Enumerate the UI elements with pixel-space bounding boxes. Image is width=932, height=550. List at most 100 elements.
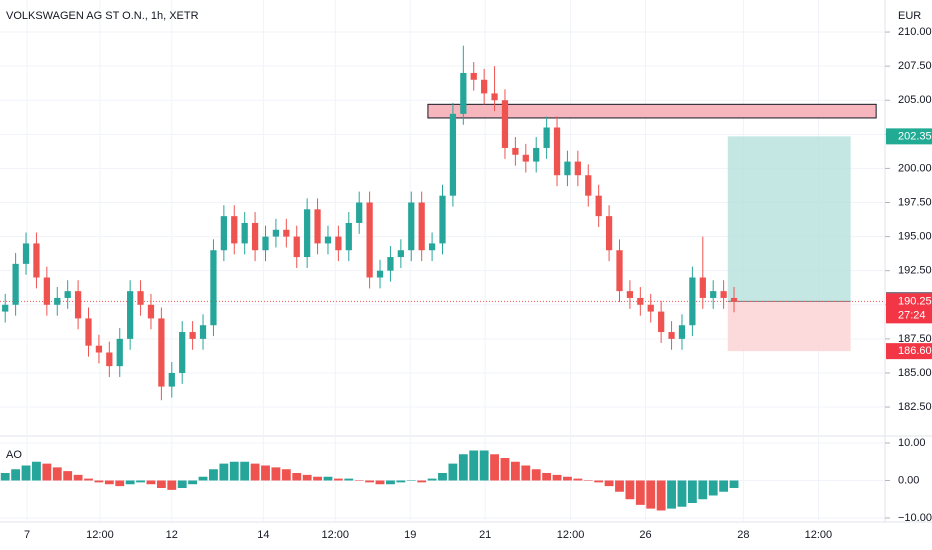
ao-bar bbox=[719, 480, 729, 492]
x-tick-label: 7 bbox=[24, 529, 30, 541]
x-tick-label: 19 bbox=[404, 529, 416, 541]
candle-body bbox=[491, 93, 498, 101]
candle-body bbox=[637, 297, 644, 305]
candle-body bbox=[605, 216, 613, 251]
ao-bar bbox=[323, 476, 333, 481]
candle-body bbox=[449, 113, 457, 196]
ao-bar bbox=[11, 469, 21, 481]
candle-body bbox=[33, 243, 40, 278]
ao-bar bbox=[313, 476, 322, 481]
price-marker bbox=[886, 343, 932, 360]
candle-body bbox=[127, 291, 134, 339]
candle-body bbox=[616, 250, 623, 292]
candle-body bbox=[595, 195, 602, 217]
ao-bar bbox=[84, 478, 93, 481]
candle-body bbox=[210, 250, 217, 326]
candle-body bbox=[366, 202, 373, 278]
x-tick-label: 12:00 bbox=[321, 529, 349, 541]
labels: 7 12:00 12 14 12:00 19 21 12:00 26 28 12:00 202.35 1… bbox=[24, 128, 932, 541]
ao-bar bbox=[531, 469, 541, 481]
ao-bar bbox=[42, 463, 52, 481]
ao-bar bbox=[21, 465, 31, 481]
candle-body bbox=[668, 332, 675, 339]
last-price-marker bbox=[886, 293, 932, 324]
ao-bar bbox=[115, 480, 125, 487]
indicator-title: AO bbox=[6, 449, 22, 461]
candle-body bbox=[95, 345, 103, 353]
candle-body bbox=[710, 291, 717, 298]
candle-body bbox=[2, 304, 9, 312]
candle-body bbox=[512, 147, 519, 155]
ao-bar bbox=[240, 461, 250, 481]
ao-bar bbox=[73, 474, 83, 481]
x-tick-label: 12:00 bbox=[86, 529, 114, 541]
candle-body bbox=[428, 243, 436, 251]
y-tick-label: 205.00 bbox=[898, 94, 932, 106]
candle-body bbox=[387, 257, 394, 271]
y-tick-label: 0.00 bbox=[898, 474, 919, 486]
ao-bar bbox=[104, 480, 114, 485]
candle-body bbox=[106, 352, 113, 367]
x-tick-label: 26 bbox=[639, 529, 651, 541]
ao-bar bbox=[167, 480, 177, 490]
candle-body bbox=[199, 325, 207, 339]
candle-body bbox=[220, 216, 227, 251]
ao-bar bbox=[583, 480, 593, 481]
candle-body bbox=[626, 291, 634, 298]
candle-body bbox=[54, 297, 61, 305]
chart-title: VOLKSWAGEN AG ST O.N., 1h, XETR bbox=[6, 10, 199, 22]
candle-body bbox=[64, 291, 71, 298]
candle-body bbox=[470, 72, 477, 80]
x-tick-label: 12:00 bbox=[557, 529, 585, 541]
y-tick-label: −10.00 bbox=[898, 512, 932, 524]
candle-body bbox=[647, 304, 654, 312]
candle-body bbox=[283, 229, 290, 237]
y-tick-label: 185.00 bbox=[898, 367, 932, 379]
candle-body bbox=[22, 243, 30, 264]
ao-bar bbox=[500, 457, 510, 481]
candle-body bbox=[43, 277, 50, 305]
ao-bar bbox=[646, 480, 656, 509]
candle-body bbox=[335, 236, 342, 251]
candle-body bbox=[699, 277, 706, 298]
ao-bar bbox=[417, 480, 427, 483]
candle-body bbox=[241, 222, 248, 244]
ao-bar bbox=[427, 478, 437, 481]
y-tick-label: 192.50 bbox=[898, 265, 932, 277]
y-tick-label: 195.00 bbox=[898, 230, 932, 242]
ao-bar bbox=[354, 480, 364, 481]
candle-body bbox=[85, 318, 92, 346]
candle-body bbox=[345, 222, 352, 251]
candle-body bbox=[543, 127, 550, 148]
ao-bar bbox=[677, 480, 687, 507]
ao-bar bbox=[667, 480, 676, 509]
candle-body bbox=[137, 291, 144, 305]
candle-body bbox=[553, 127, 561, 176]
ao-bar bbox=[542, 472, 552, 481]
ao-bar bbox=[687, 480, 697, 503]
candle-body bbox=[324, 236, 332, 244]
ao-bar bbox=[188, 480, 198, 485]
ao-bar bbox=[458, 454, 468, 481]
ao-bar bbox=[292, 472, 302, 481]
candle-body bbox=[231, 216, 238, 244]
candle-body bbox=[408, 202, 415, 251]
ao-bar bbox=[698, 480, 708, 500]
ao-bar bbox=[209, 469, 218, 481]
candle-body bbox=[689, 277, 696, 326]
ao-bar bbox=[594, 480, 604, 483]
candle-body bbox=[158, 318, 165, 387]
candle-body bbox=[418, 202, 425, 251]
candle-body bbox=[658, 311, 665, 333]
ao-bar bbox=[563, 476, 572, 481]
candle-body bbox=[460, 72, 467, 114]
ao-bar bbox=[729, 480, 739, 488]
price-marker-label: 202.35 bbox=[898, 130, 932, 142]
x-tick-label: 21 bbox=[479, 529, 491, 541]
ao-bar bbox=[490, 454, 499, 481]
x-tick-label: 12 bbox=[166, 529, 178, 541]
ao-bar bbox=[438, 472, 447, 481]
y-tick-label: 197.50 bbox=[898, 196, 932, 208]
y-tick-label: 210.00 bbox=[898, 26, 932, 38]
